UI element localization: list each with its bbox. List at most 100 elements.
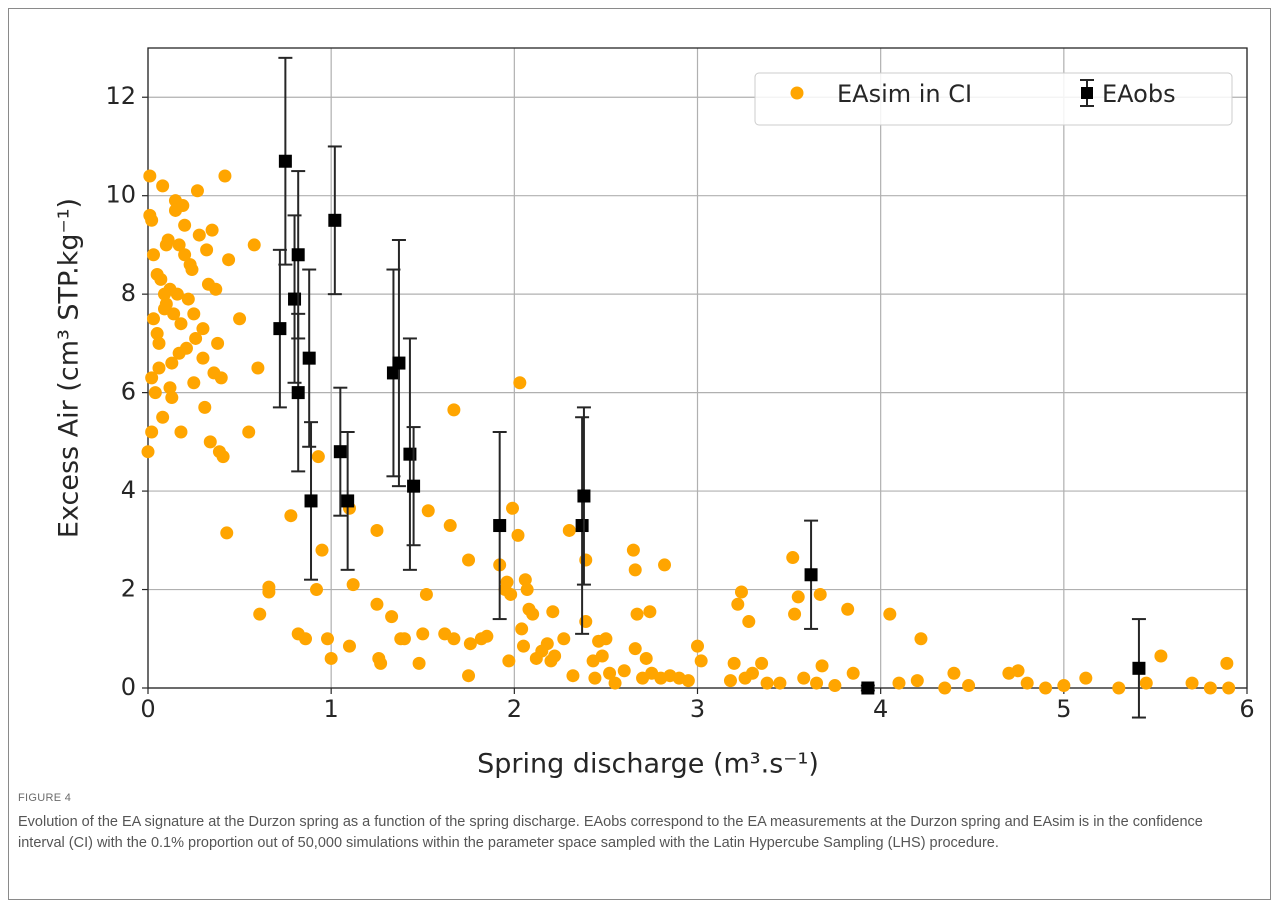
simulated-point xyxy=(526,607,540,621)
simulated-point xyxy=(773,676,787,690)
observed-point xyxy=(1132,661,1146,675)
simulated-point xyxy=(518,573,532,587)
x-tick-label: 6 xyxy=(1239,695,1254,723)
simulated-point xyxy=(346,578,360,592)
x-tick-label: 3 xyxy=(690,695,705,723)
simulated-point xyxy=(374,656,388,670)
simulated-point xyxy=(421,504,435,518)
simulated-point xyxy=(1079,671,1093,685)
simulated-point xyxy=(145,371,159,385)
simulated-point xyxy=(220,526,234,540)
simulated-point xyxy=(397,632,411,646)
simulated-point xyxy=(1203,681,1217,695)
legend-box xyxy=(754,72,1233,126)
simulated-point xyxy=(1039,681,1053,695)
simulated-point xyxy=(205,223,219,237)
simulated-point xyxy=(734,585,748,599)
simulated-point xyxy=(1057,679,1071,693)
observed-point xyxy=(333,445,347,459)
y-tick-label: 8 xyxy=(121,279,136,307)
simulated-point xyxy=(791,590,805,604)
observed-point xyxy=(291,386,305,400)
simulated-point xyxy=(168,203,182,217)
simulated-point xyxy=(588,671,602,685)
simulated-point xyxy=(760,676,774,690)
simulated-point xyxy=(159,297,173,311)
simulated-point xyxy=(419,587,433,601)
simulated-point xyxy=(203,435,217,449)
simulated-point xyxy=(788,607,802,621)
simulated-point xyxy=(157,287,171,301)
simulated-point xyxy=(190,184,204,198)
simulated-point xyxy=(603,666,617,680)
simulated-point xyxy=(189,331,203,345)
simulated-point xyxy=(515,622,529,636)
simulated-point xyxy=(947,666,961,680)
simulated-point xyxy=(628,563,642,577)
x-tick-label: 5 xyxy=(1056,695,1071,723)
simulated-point xyxy=(262,585,276,599)
simulated-point xyxy=(516,639,530,653)
simulated-point xyxy=(608,676,622,690)
simulated-point xyxy=(165,356,179,370)
simulated-point xyxy=(630,607,644,621)
simulated-point xyxy=(1139,676,1153,690)
simulated-point xyxy=(755,656,769,670)
simulated-point xyxy=(892,676,906,690)
simulated-point xyxy=(658,558,672,572)
simulated-point xyxy=(639,651,653,665)
observed-point xyxy=(328,213,342,227)
simulated-point xyxy=(209,282,223,296)
simulated-point xyxy=(218,169,232,183)
simulated-point xyxy=(146,312,160,326)
simulated-point xyxy=(548,649,562,663)
observed-point xyxy=(304,494,318,508)
simulated-point xyxy=(150,327,164,341)
simulated-point xyxy=(691,639,704,653)
simulated-point xyxy=(172,238,186,252)
simulated-point xyxy=(179,341,193,355)
simulated-point xyxy=(846,666,860,680)
simulated-point xyxy=(841,602,855,616)
simulated-point xyxy=(156,179,170,193)
simulated-point xyxy=(500,575,514,589)
x-tick-label: 1 xyxy=(324,695,339,723)
simulated-point xyxy=(681,674,695,688)
simulated-point xyxy=(146,248,160,262)
simulated-point xyxy=(163,381,177,395)
simulated-point xyxy=(723,674,737,688)
simulated-point xyxy=(233,312,247,326)
simulated-point xyxy=(321,632,335,646)
simulated-point xyxy=(342,639,356,653)
simulated-point xyxy=(200,243,214,257)
simulated-point xyxy=(143,208,157,222)
simulated-point xyxy=(480,629,494,643)
simulated-point xyxy=(385,610,399,624)
observed-point xyxy=(575,519,589,533)
simulated-point xyxy=(370,523,384,537)
simulated-point xyxy=(938,681,952,695)
simulated-point xyxy=(1222,681,1236,695)
simulated-point xyxy=(1185,676,1199,690)
simulated-point xyxy=(143,169,157,183)
simulated-point xyxy=(727,656,741,670)
simulated-point xyxy=(148,386,162,400)
simulated-point xyxy=(910,674,924,688)
simulated-point xyxy=(1154,649,1168,663)
simulated-point xyxy=(178,218,192,232)
simulated-point xyxy=(443,519,457,533)
simulated-point xyxy=(513,376,527,390)
observed-point xyxy=(278,154,292,168)
simulated-point xyxy=(161,233,175,247)
simulated-point xyxy=(1011,664,1025,678)
y-tick-label: 4 xyxy=(121,476,136,504)
x-tick-label: 4 xyxy=(873,695,888,723)
x-tick-label: 0 xyxy=(140,695,155,723)
simulated-point xyxy=(324,651,338,665)
simulated-point xyxy=(174,425,188,439)
simulated-point xyxy=(643,605,657,619)
observed-point xyxy=(291,248,305,262)
plot-frame xyxy=(147,47,1248,689)
figure-label: FIGURE 4 xyxy=(18,792,72,804)
observed-point xyxy=(302,351,316,365)
